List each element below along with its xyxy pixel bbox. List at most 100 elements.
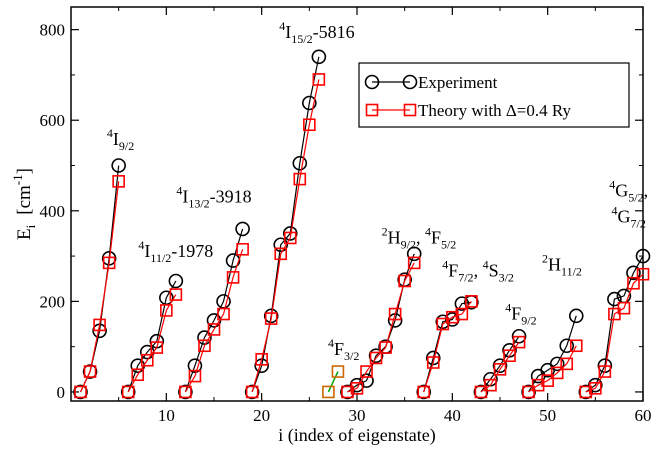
data-point [282,226,298,241]
data-point [560,357,574,371]
legend-marker [402,74,418,90]
series-line [347,253,415,393]
series-f32 [322,365,345,399]
data-point [569,339,583,353]
x-tick-label: 60 [635,406,652,425]
data-point [302,95,317,111]
x-tick-label: 40 [444,406,461,425]
data-point [206,313,222,328]
data-point [160,304,173,317]
data-point [283,231,297,245]
data-point [589,382,602,395]
data-point [236,242,249,256]
data-point [73,384,88,400]
data-point [350,382,364,395]
data-point [493,362,507,376]
data-point [293,172,307,186]
data-point [331,365,345,378]
data-point [121,385,135,399]
level-annotation: 4I13/2-3918 [176,184,251,211]
data-point [617,301,631,315]
data-point [446,310,459,324]
data-point [369,351,383,365]
data-point [368,348,384,364]
data-point [465,295,478,308]
x-axis-label: i (index of eigenstate) [278,425,435,446]
data-point [636,267,650,281]
data-point [578,384,594,400]
y-tick-label: 0 [57,383,66,402]
data-point [74,385,87,399]
data-point [359,373,374,388]
level-annotation: 4I15/2-5816 [279,19,354,46]
x-tick-label: 50 [539,406,556,425]
data-point [598,365,612,378]
data-point [245,385,259,399]
data-point [179,385,192,399]
data-point [112,175,125,188]
series-line [327,371,339,393]
legend-marker [364,74,380,90]
data-point [274,247,288,261]
data-point [360,365,373,378]
data-point [635,248,651,264]
data-point [549,356,565,372]
data-point [197,330,212,345]
series-line [127,294,177,393]
legend-label-theory: Theory with Δ=0.4 Ry [418,101,571,120]
x-tick-label: 10 [158,406,175,425]
data-point [255,353,268,366]
data-point [484,378,497,392]
series-line [251,56,320,393]
level-annotation: 4G7/2 [612,204,646,231]
data-point [417,385,431,399]
legend-box [358,62,630,128]
series-line [480,341,520,393]
data-point [512,335,526,349]
series-line [79,165,120,393]
data-point [454,296,470,311]
data-point [474,385,488,399]
y-tick-label: 400 [40,202,66,221]
series-theory [74,73,650,399]
level-annotation: 4I9/2 [107,126,134,153]
y-axis-label: Ei[cm-1] [10,168,38,240]
data-point [198,339,211,353]
y-tick-label: 200 [40,292,66,311]
series-line [79,181,120,393]
plot-area: 4I9/2 4I11/2-1978 4I13/2-3918 4I15/2-5816 4F… [73,19,651,400]
data-point [436,317,450,331]
series-line [480,335,520,393]
series-experiment [73,49,651,400]
data-point [568,308,584,324]
data-point [169,288,183,301]
series-line [184,249,244,393]
y-tick-label: 600 [40,111,66,130]
level-annotation: 4F3/2 [328,336,359,363]
data-point [398,274,411,288]
data-point [168,273,184,289]
data-point [292,155,308,171]
level-annotation: 2H9/2, 4F5/2 [382,224,457,251]
data-point [503,349,516,363]
data-point [425,350,441,366]
data-point [522,385,535,399]
data-point [82,364,98,379]
data-point [178,384,193,400]
data-point [140,353,154,367]
data-point [188,369,202,383]
level-annotation: 2H11/2 [542,252,582,279]
level-annotation: 4I11/2-1978 [138,238,213,265]
data-point [341,385,354,399]
data-point [473,384,489,400]
data-point [416,384,432,400]
data-point [311,49,327,65]
data-point [93,318,106,332]
data-point [627,276,640,290]
data-point [263,308,279,324]
x-tick-label: 30 [349,406,366,425]
data-point [588,377,603,393]
data-point [388,307,402,321]
